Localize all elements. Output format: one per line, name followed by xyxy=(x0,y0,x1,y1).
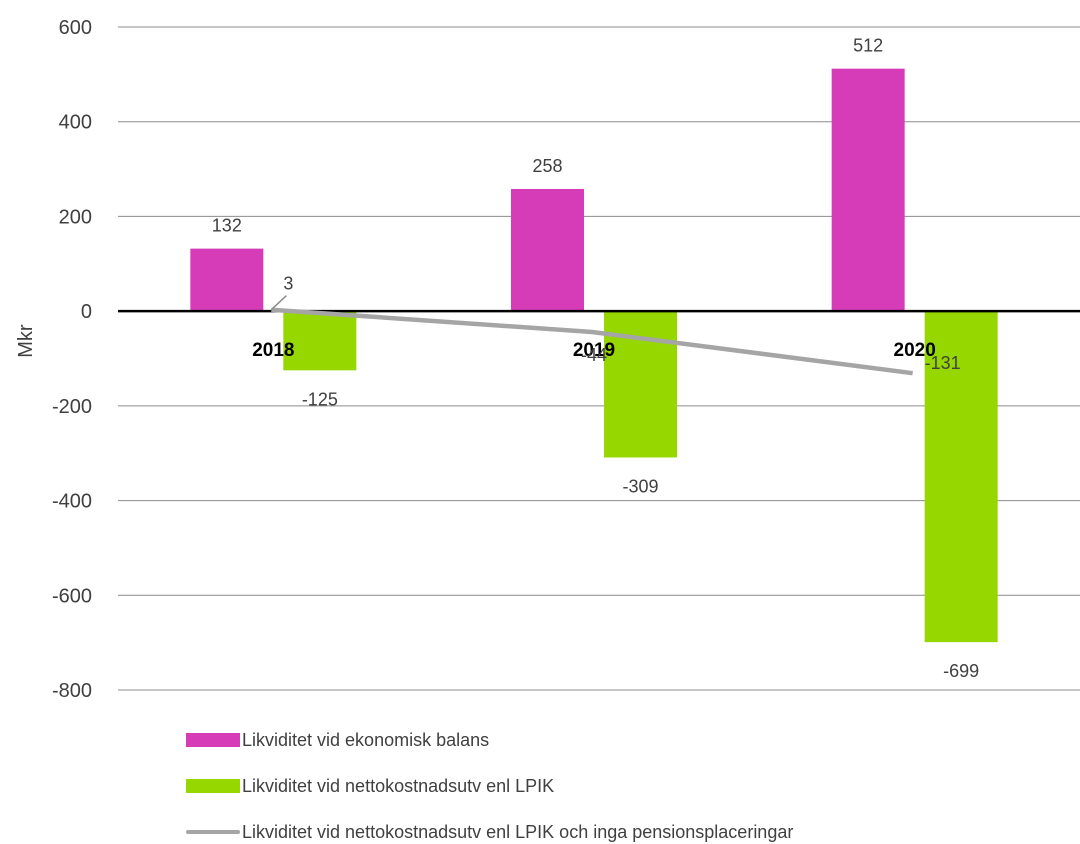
bar xyxy=(924,311,998,643)
chart: Mkr 600 400 200 0 -200 -400 -600 -800 132 258 512 -… xyxy=(15,17,1080,702)
data-label: -699 xyxy=(943,661,979,681)
category-label: 2018 xyxy=(252,340,294,361)
data-label: -309 xyxy=(622,476,658,496)
legend-swatch-balance xyxy=(186,733,240,747)
legend-swatch-lpik xyxy=(186,779,240,793)
legend-label-lpik: Likviditet vid nettokostnadsutv enl LPIK xyxy=(242,775,555,796)
leader-line xyxy=(270,295,287,311)
series-line xyxy=(271,307,913,376)
line-data-label: 3 xyxy=(283,274,293,294)
bar xyxy=(511,188,584,312)
y-axis-label: Mkr xyxy=(15,324,37,358)
y-tick-label: -800 xyxy=(52,680,92,702)
legend: Likviditet vid ekonomisk balans Likvidit… xyxy=(186,728,793,844)
data-label: -125 xyxy=(302,389,338,409)
data-label: 258 xyxy=(532,156,562,176)
line-data-label: -131 xyxy=(925,353,961,373)
line-data-label: -44 xyxy=(581,345,607,365)
legend-item-lpik: Likviditet vid nettokostnadsutv enl LPIK xyxy=(186,774,793,798)
category-label: 2019 xyxy=(573,340,615,361)
y-tick-label: 0 xyxy=(81,301,92,323)
legend-label-no-pension: Likviditet vid nettokostnadsutv enl LPIK… xyxy=(242,821,794,842)
y-tick-label: -400 xyxy=(52,491,92,513)
legend-label-balance: Likviditet vid ekonomisk balans xyxy=(242,729,490,750)
bar xyxy=(831,68,905,312)
y-tick-label: 600 xyxy=(59,17,92,39)
legend-item-no-pension: Likviditet vid nettokostnadsutv enl LPIK… xyxy=(186,820,793,844)
data-label: 512 xyxy=(853,36,883,56)
legend-item-balance: Likviditet vid ekonomisk balans xyxy=(186,728,793,752)
y-tick-label: -200 xyxy=(52,396,92,418)
bar xyxy=(190,248,264,312)
bar xyxy=(283,311,357,371)
y-tick-label: 400 xyxy=(59,112,92,134)
category-label: 2020 xyxy=(894,340,936,361)
legend-swatch-no-pension xyxy=(186,830,240,834)
data-label: 132 xyxy=(212,216,242,236)
y-tick-label: 200 xyxy=(59,206,92,228)
y-tick-label: -600 xyxy=(52,585,92,607)
